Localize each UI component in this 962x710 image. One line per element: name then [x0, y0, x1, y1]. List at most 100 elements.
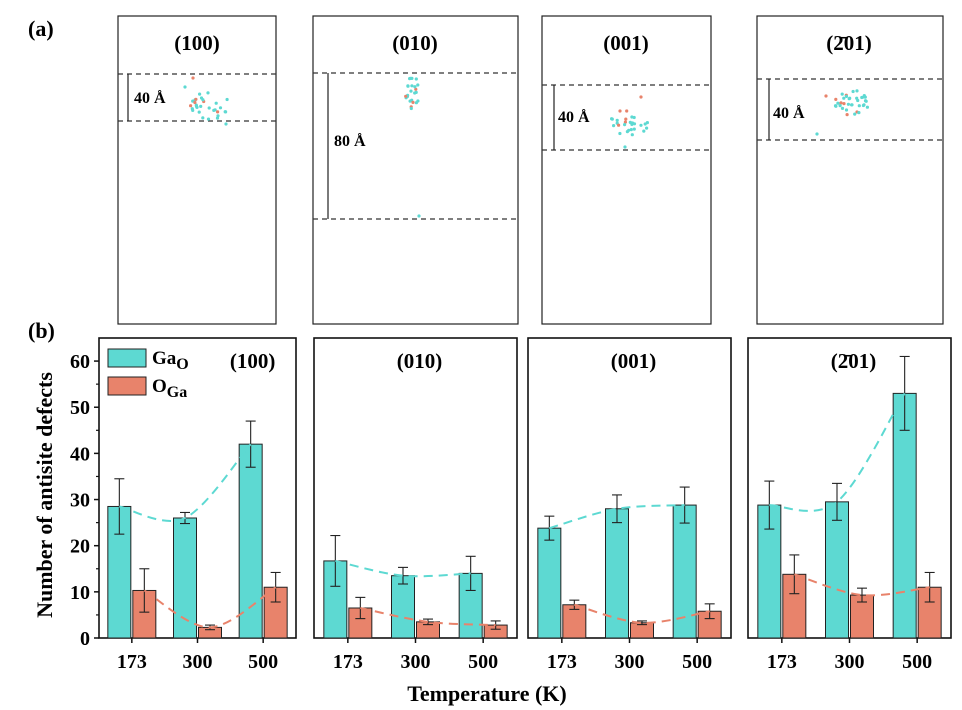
y-tick-label: 20 [70, 536, 90, 558]
chart-panel-title: (001) [611, 349, 657, 373]
trend-line-o-ga [143, 586, 277, 629]
atom-dot [857, 104, 861, 108]
x-tick-label: 300 [835, 651, 865, 673]
atom-dot [632, 127, 636, 131]
atom-dot [856, 98, 860, 103]
atom-dot [413, 91, 417, 95]
atom-dot [848, 96, 852, 100]
top-panel-title: (2̄01) [826, 31, 872, 55]
atom-dot [846, 102, 851, 106]
atom-dot [840, 106, 845, 110]
atom-dot [630, 133, 634, 137]
atom-dot [417, 214, 421, 218]
atom-dot [411, 100, 415, 104]
thickness-label: 40 Å [134, 89, 166, 107]
atom-dot [197, 110, 201, 114]
bar-ga-o [391, 575, 415, 639]
top-panel-100: (100) 40 Å [117, 15, 277, 325]
atom-dot [628, 120, 632, 124]
legend-label: GaO [152, 348, 189, 373]
legend-label: OGa [152, 376, 187, 401]
atom-dot [194, 104, 199, 108]
bar-ga-o [238, 443, 263, 639]
legend: GaO OGa [107, 348, 189, 401]
atom-dot [206, 91, 210, 95]
atom-dot [408, 76, 412, 80]
x-tick-label: 300 [401, 651, 431, 673]
atom-dot [842, 102, 846, 106]
atom-dot [865, 105, 870, 109]
top-panel-title: (001) [603, 31, 649, 55]
atom-dot [416, 83, 420, 87]
atom-dot [824, 94, 828, 98]
atom-dot [851, 89, 855, 94]
atom-dot [408, 99, 412, 103]
chart-panel-title: (2̄01) [831, 349, 877, 373]
x-tick-label: 500 [902, 651, 932, 673]
y-tick-label: 60 [70, 351, 90, 373]
atom-cluster [815, 89, 870, 136]
atom-dot [612, 124, 616, 128]
bar-ga-o [537, 527, 562, 639]
atom-dot [207, 106, 211, 110]
legend-swatch-ga-o [107, 348, 147, 368]
x-tick-label: 173 [547, 651, 577, 673]
atom-dot [836, 101, 840, 105]
atom-dot [839, 101, 843, 105]
chart-panel: 173 300 500 (010) [313, 337, 518, 673]
atom-dot [639, 95, 643, 99]
atom-dot [629, 128, 633, 132]
atom-dot [850, 103, 854, 107]
plot-frame [527, 337, 732, 639]
bar-ga-o [605, 508, 629, 639]
chart-panel-title: (100) [230, 349, 276, 373]
top-panel-title: (010) [392, 31, 438, 55]
atom-dot [406, 84, 410, 88]
atom-dot [216, 110, 220, 114]
atom-dot [199, 104, 203, 108]
atom-dot [845, 113, 849, 117]
atom-dot [618, 109, 622, 113]
atom-dot [191, 108, 195, 112]
atom-dot [623, 120, 628, 124]
thickness-label: 40 Å [773, 104, 805, 122]
atom-dot [862, 95, 866, 99]
x-tick-label: 173 [117, 651, 147, 673]
x-tick-label: 173 [767, 651, 797, 673]
atom-dot [838, 104, 842, 108]
atom-dot [214, 101, 218, 105]
trend-line-o-ga [360, 607, 496, 627]
trend-line-ga-o [335, 559, 471, 578]
atom-cluster [183, 76, 229, 126]
chart-panel: 173 300 500 (001) [527, 337, 732, 673]
y-tick-label: 30 [70, 490, 90, 512]
plot-frame [747, 337, 952, 639]
atom-dot [414, 87, 418, 91]
atom-cluster [404, 76, 421, 218]
atom-dot [409, 106, 413, 111]
y-tick-label: 50 [70, 397, 90, 419]
atom-dot [624, 117, 628, 121]
atom-dot [855, 89, 859, 93]
atom-dot [216, 114, 220, 118]
atom-dot [225, 97, 229, 102]
atom-dot [191, 76, 195, 80]
atom-dot [623, 145, 627, 149]
atom-dot [842, 96, 846, 100]
y-tick-label: 10 [70, 582, 90, 604]
x-tick-label: 300 [183, 651, 213, 673]
trend-line-ga-o [119, 443, 252, 522]
atom-dot [218, 106, 223, 110]
atom-dot [618, 131, 622, 136]
atom-dot [853, 112, 857, 116]
atom-dot [198, 92, 202, 96]
bar-ga-o [825, 501, 849, 639]
thickness-label: 80 Å [334, 132, 366, 150]
atom-dot [193, 100, 197, 105]
x-tick-label: 300 [615, 651, 645, 673]
x-tick-label: 500 [468, 651, 498, 673]
atom-dot [815, 132, 819, 136]
y-tick-label: 40 [70, 443, 90, 465]
atom-dot [410, 84, 414, 88]
atom-dot [840, 92, 844, 96]
